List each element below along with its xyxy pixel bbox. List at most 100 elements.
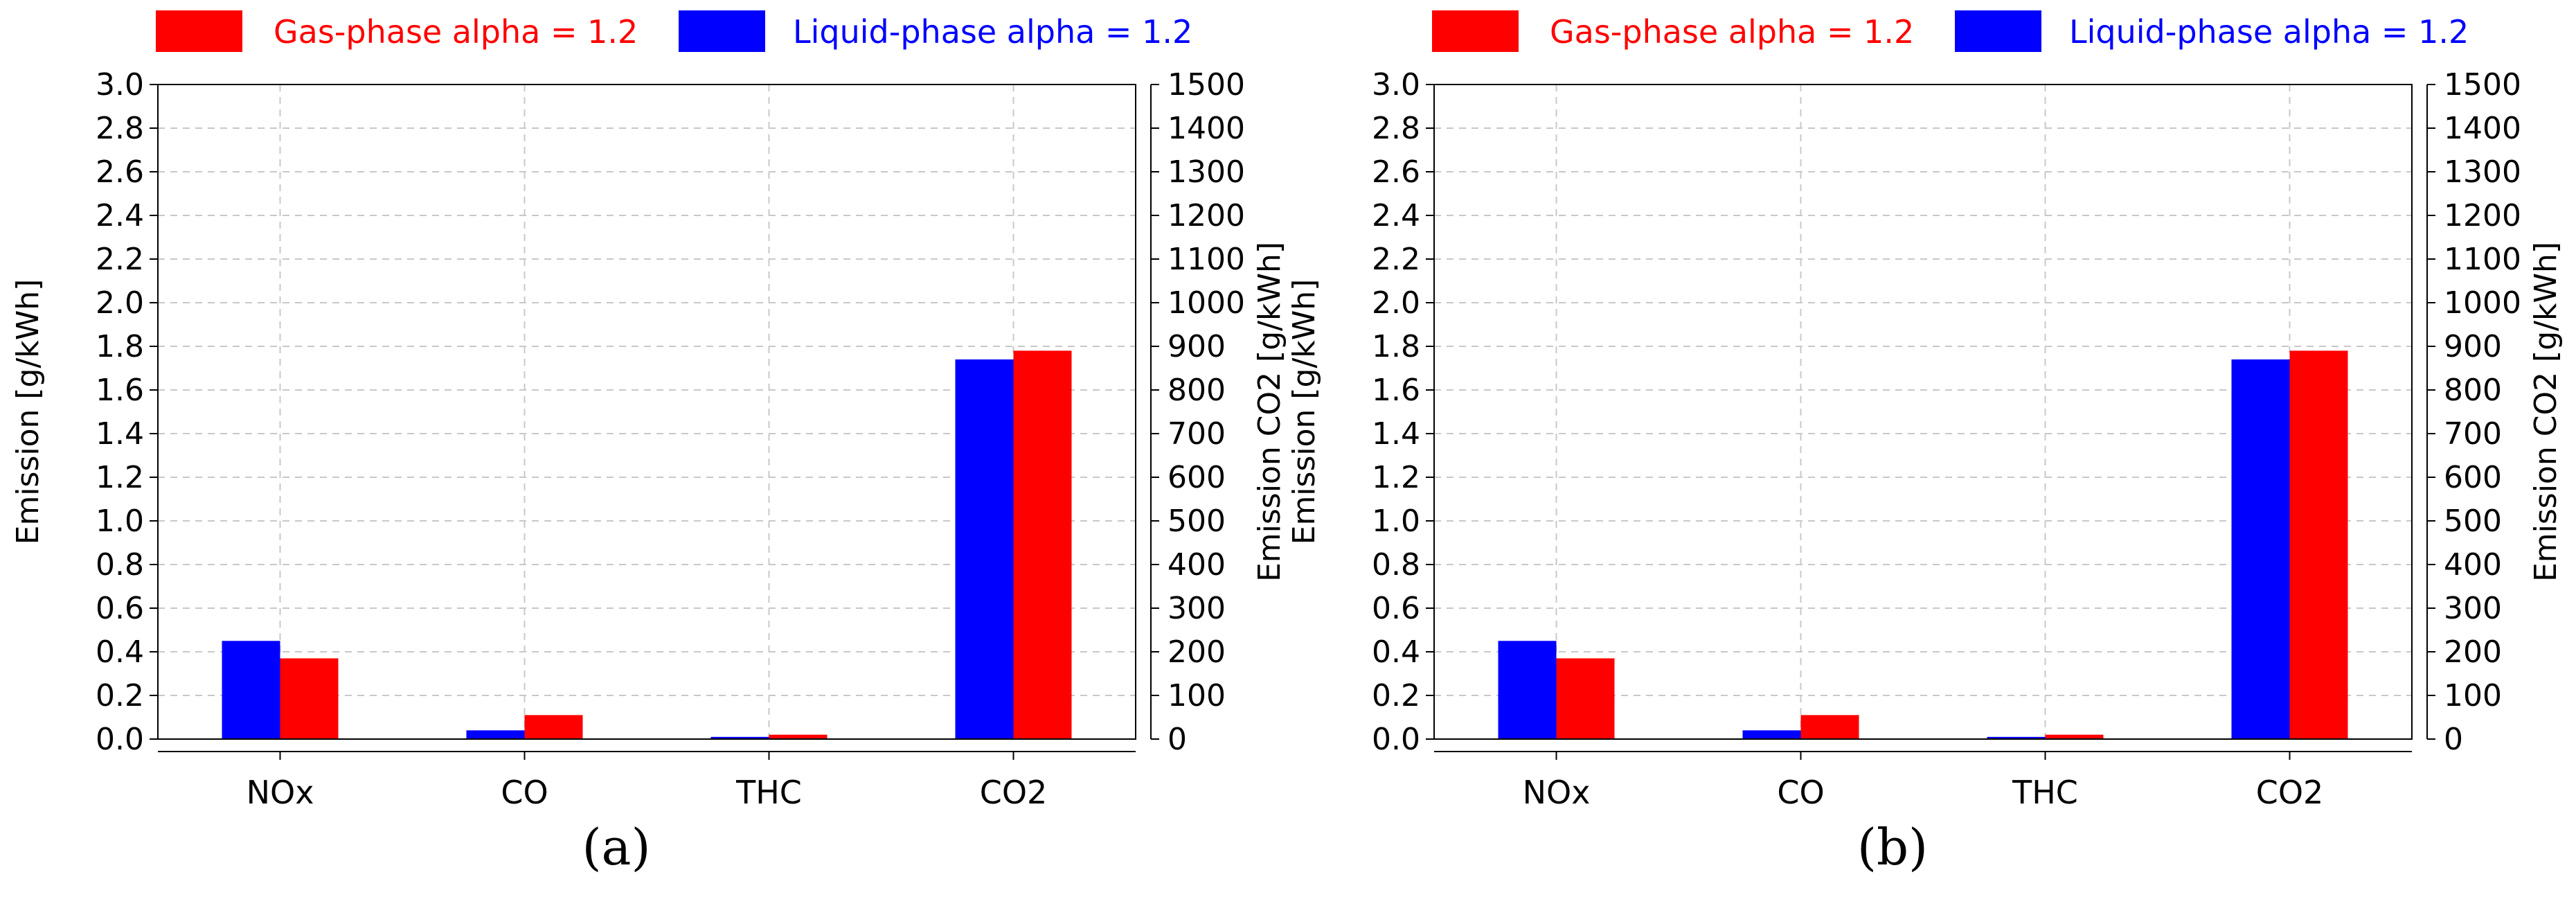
y2-tick-label: 400 xyxy=(2444,547,2502,583)
x-tick-label: CO xyxy=(501,774,548,811)
y2-tick-label: 300 xyxy=(2444,591,2502,626)
bar-liquid-nox xyxy=(222,641,280,739)
bar-liquid-co xyxy=(466,730,525,739)
legend-liquid-swatch xyxy=(1955,10,2041,52)
y-tick-label: 2.2 xyxy=(96,242,144,277)
y2-tick-label: 600 xyxy=(1168,460,1226,495)
y2-tick-label: 1500 xyxy=(2444,67,2521,103)
y-tick-label: 2.8 xyxy=(1372,111,1420,146)
y2-tick-label: 300 xyxy=(1168,591,1226,626)
x-tick-label: NOx xyxy=(247,774,314,811)
y2-tick-label: 1400 xyxy=(2444,111,2521,146)
x-tick-label: CO2 xyxy=(980,774,1048,811)
panel-label: (a) xyxy=(582,818,650,876)
y2-tick-label: 0 xyxy=(2444,722,2463,757)
y-tick-label: 2.6 xyxy=(1372,154,1420,190)
plot-frame xyxy=(157,84,1136,740)
y2-tick-label: 600 xyxy=(2444,460,2502,495)
panel-label: (b) xyxy=(1857,818,1928,876)
y-tick-label: 1.6 xyxy=(96,373,144,408)
y-tick-label: 1.6 xyxy=(1372,373,1420,408)
y2-tick-label: 900 xyxy=(2444,329,2502,364)
bar-liquid-thc xyxy=(1987,736,2046,739)
x-tick-label: THC xyxy=(2012,774,2078,811)
bar-gas-nox xyxy=(280,658,339,739)
y-tick-label: 0.2 xyxy=(1372,678,1420,713)
x-tick-label: THC xyxy=(735,774,802,811)
y-tick-label: 0.4 xyxy=(1372,634,1420,670)
y2-tick-label: 700 xyxy=(2444,416,2502,452)
y-tick-label: 2.4 xyxy=(96,198,144,233)
legend: Gas-phase alpha = 1.2 Liquid-phase alpha… xyxy=(1432,10,2469,52)
x-tick-label: CO xyxy=(1777,774,1824,811)
y-tick-label: 0.8 xyxy=(1372,547,1420,583)
y2-tick-label: 1300 xyxy=(2444,154,2521,190)
y2-tick-label: 900 xyxy=(1168,329,1226,364)
y-axis-title: Emission [g/kWh] xyxy=(1287,279,1322,545)
y2-tick-label: 1500 xyxy=(1168,67,1245,103)
y2-tick-label: 500 xyxy=(2444,504,2502,539)
y-tick-label: 2.0 xyxy=(96,285,144,321)
y2-tick-label: 1100 xyxy=(2444,242,2521,277)
legend-liquid-label: Liquid-phase alpha = 1.2 xyxy=(793,13,1192,51)
y2-tick-label: 1200 xyxy=(1168,198,1245,233)
y2-tick-label: 200 xyxy=(2444,634,2502,670)
legend-liquid-label: Liquid-phase alpha = 1.2 xyxy=(2069,13,2469,51)
y-axis-title: Emission [g/kWh] xyxy=(10,279,46,545)
legend-gas-label: Gas-phase alpha = 1.2 xyxy=(1550,13,1914,51)
bar-liquid-co2 xyxy=(2231,359,2290,739)
bar-gas-thc xyxy=(2045,734,2104,739)
y2-tick-label: 1300 xyxy=(1168,154,1245,190)
y-tick-label: 1.4 xyxy=(96,416,144,452)
y-tick-label: 2.8 xyxy=(96,111,144,146)
y2-tick-label: 800 xyxy=(2444,373,2502,408)
y2-tick-label: 1200 xyxy=(2444,198,2521,233)
legend-gas-swatch xyxy=(1432,10,1519,52)
y2-tick-label: 1400 xyxy=(1168,111,1245,146)
y2-tick-label: 0 xyxy=(1168,722,1187,757)
y2-tick-label: 700 xyxy=(1168,416,1226,452)
y2-axis-title: Emission CO2 [g/kWh] xyxy=(2528,242,2564,582)
bar-liquid-nox xyxy=(1498,641,1557,739)
y2-tick-label: 100 xyxy=(2444,678,2502,713)
legend: Gas-phase alpha = 1.2 Liquid-phase alpha… xyxy=(156,10,1192,52)
bar-gas-co xyxy=(524,715,583,739)
y-tick-label: 0.0 xyxy=(1372,722,1420,757)
y-tick-label: 2.2 xyxy=(1372,242,1420,277)
y2-tick-label: 800 xyxy=(1168,373,1226,408)
y-tick-label: 0.2 xyxy=(96,678,144,713)
y-tick-label: 0.8 xyxy=(96,547,144,583)
y2-tick-label: 100 xyxy=(1168,678,1226,713)
legend-gas-swatch xyxy=(156,10,242,52)
bar-gas-co2 xyxy=(1013,350,1072,739)
y-tick-label: 1.0 xyxy=(96,504,144,539)
y2-tick-label: 1000 xyxy=(2444,285,2521,321)
bar-gas-co2 xyxy=(2289,350,2348,739)
panel-a: Gas-phase alpha = 1.2 Liquid-phase alpha… xyxy=(10,10,1287,876)
y-tick-label: 2.6 xyxy=(96,154,144,190)
y-tick-label: 3.0 xyxy=(96,67,144,103)
x-tick-label: CO2 xyxy=(2256,774,2324,811)
y2-tick-label: 1000 xyxy=(1168,285,1245,321)
y-tick-label: 1.4 xyxy=(1372,416,1420,452)
x-tick-label: NOx xyxy=(1523,774,1591,811)
y-tick-label: 0.6 xyxy=(96,591,144,626)
y2-tick-label: 1100 xyxy=(1168,242,1245,277)
y-tick-label: 0.4 xyxy=(96,634,144,670)
bar-gas-nox xyxy=(1556,658,1615,739)
y2-axis-title: Emission CO2 [g/kWh] xyxy=(1252,242,1287,582)
bar-gas-co xyxy=(1800,715,1859,739)
y-tick-label: 2.4 xyxy=(1372,198,1420,233)
y-tick-label: 1.8 xyxy=(1372,329,1420,364)
y-tick-label: 1.8 xyxy=(96,329,144,364)
y2-tick-label: 400 xyxy=(1168,547,1226,583)
y-tick-label: 1.0 xyxy=(1372,504,1420,539)
y2-tick-label: 200 xyxy=(1168,634,1226,670)
y-tick-label: 2.0 xyxy=(1372,285,1420,321)
y2-tick-label: 500 xyxy=(1168,504,1226,539)
bar-liquid-co xyxy=(1742,730,1801,739)
y-tick-label: 0.0 xyxy=(96,722,144,757)
bar-liquid-co2 xyxy=(955,359,1014,739)
y-tick-label: 1.2 xyxy=(96,460,144,495)
